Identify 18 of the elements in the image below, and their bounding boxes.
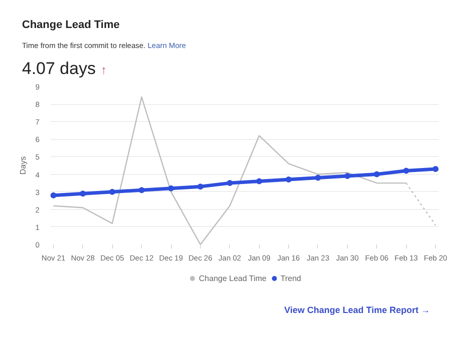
point <box>138 187 145 194</box>
point <box>50 192 56 198</box>
text: 4.07 days <box>22 59 96 78</box>
point <box>403 168 410 174</box>
legend-label: Change Lead Time <box>198 274 266 282</box>
y-axis-title: Days <box>18 156 28 175</box>
text: View Change Lead Time Report → <box>284 305 430 315</box>
point <box>226 180 233 186</box>
point <box>374 171 380 178</box>
legend-label: Trend <box>280 274 302 282</box>
point <box>80 190 86 197</box>
point <box>344 173 350 180</box>
point <box>314 174 321 181</box>
point <box>256 178 262 184</box>
text: ↑ <box>100 63 107 77</box>
chart-title: Change Lead Time <box>22 19 121 33</box>
point <box>109 188 116 195</box>
point <box>432 166 438 172</box>
